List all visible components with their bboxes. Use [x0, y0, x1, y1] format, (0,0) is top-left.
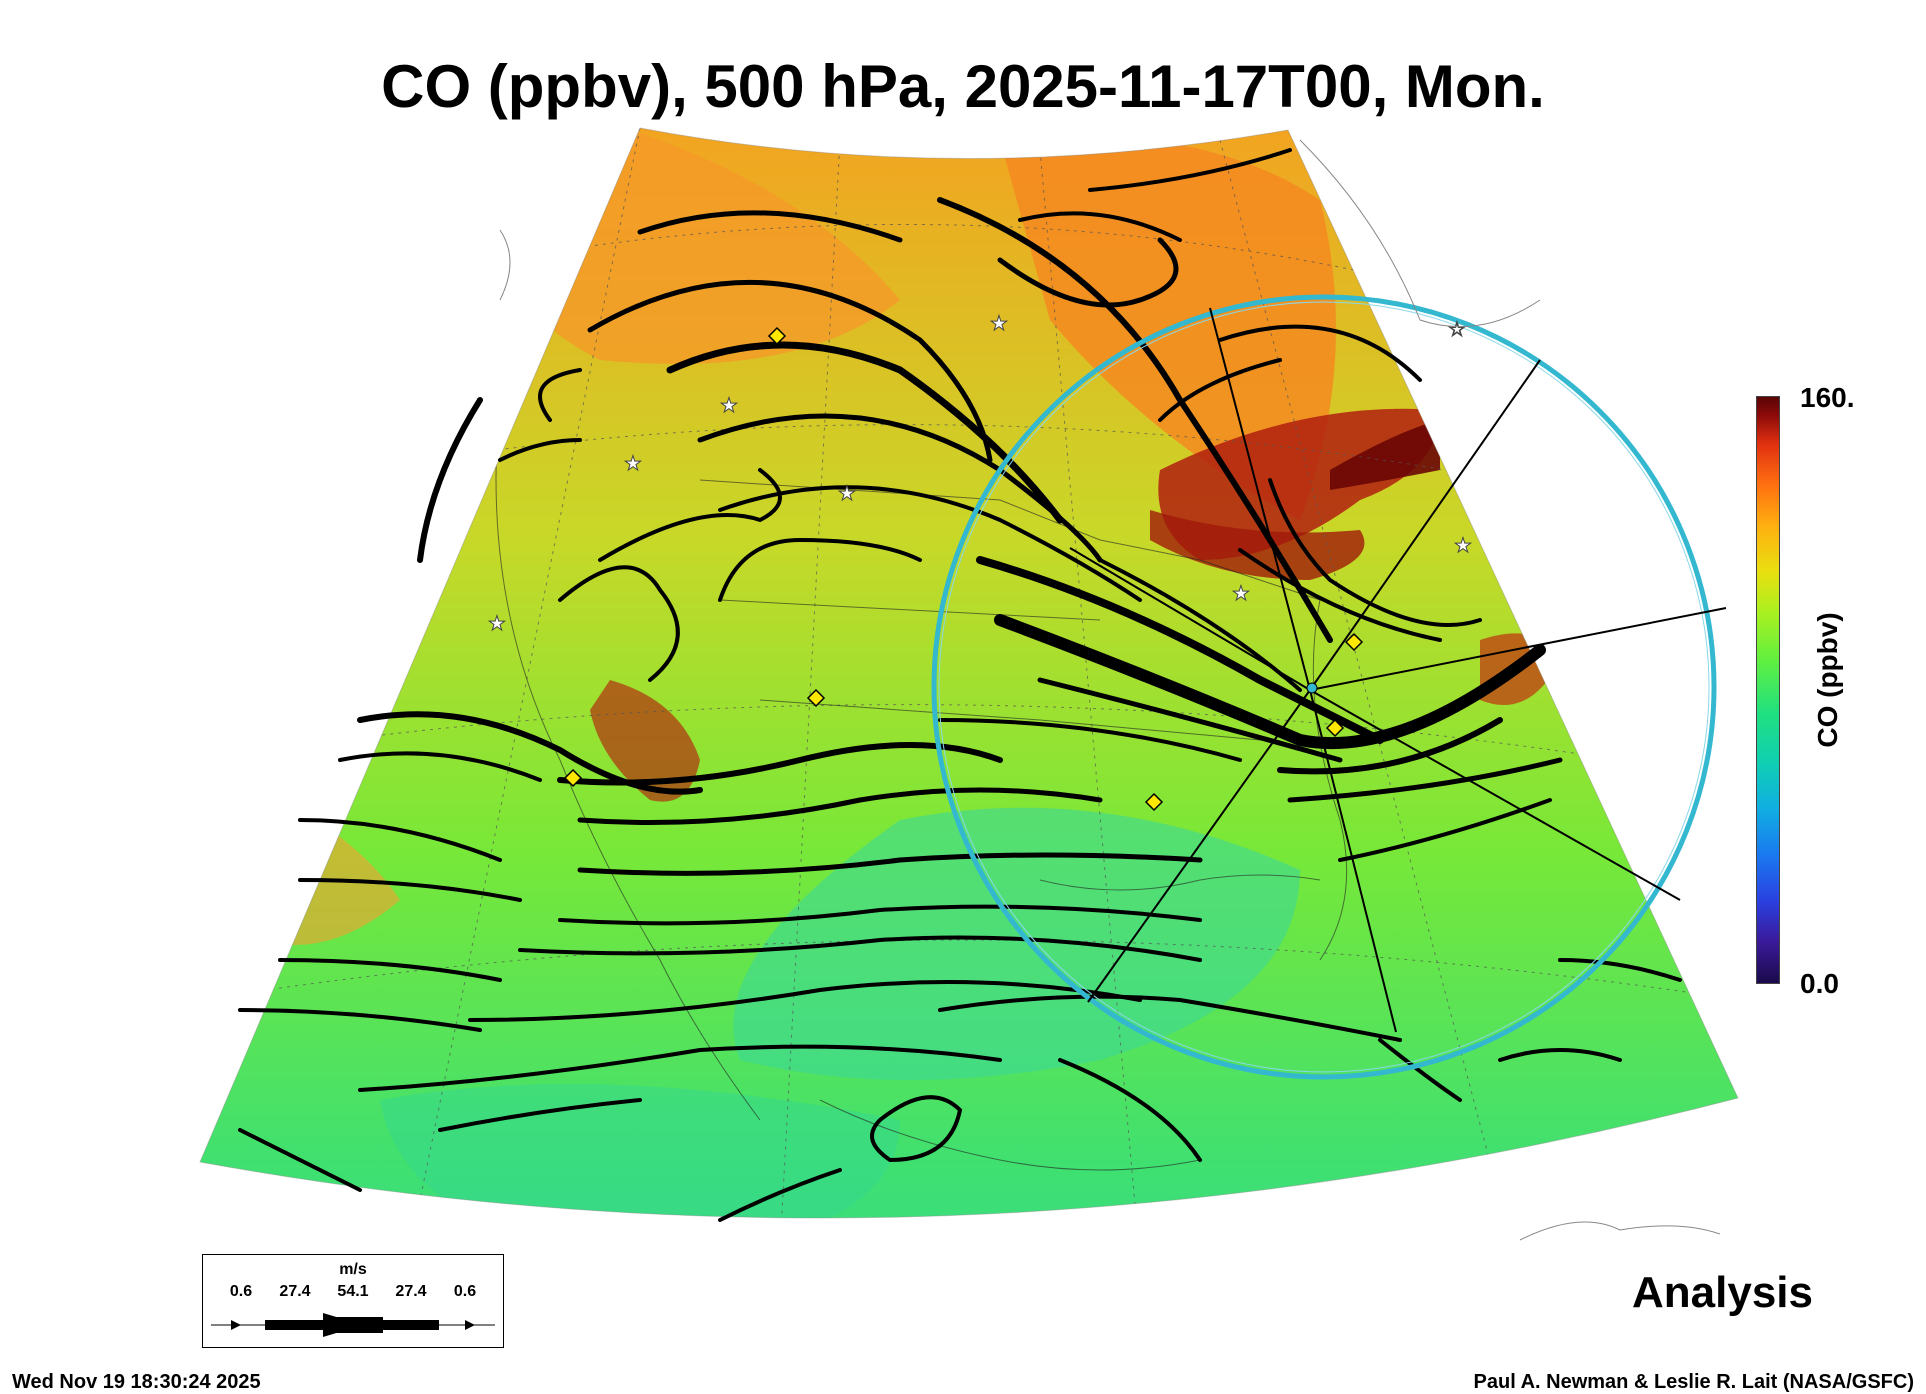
wind-streamlines	[238, 148, 1682, 1222]
radial-lines	[1069, 307, 1727, 1033]
star-marker: ★	[624, 451, 642, 475]
star-marker: ★	[990, 311, 1008, 335]
map-title: CO (ppbv), 500 hPa, 2025-11-17T00, Mon.	[381, 53, 1545, 120]
diamond-markers	[563, 326, 1364, 812]
diamond-marker	[767, 326, 787, 346]
wind-legend-arrow	[211, 1313, 495, 1337]
diamond-marker	[1144, 792, 1164, 812]
colorbar-max-label: 160.	[1800, 382, 1855, 413]
star-marker: ☆	[1448, 317, 1466, 341]
wind-legend-value: 27.4	[395, 1283, 427, 1300]
star-marker: ★	[1232, 581, 1250, 605]
co-field	[200, 128, 1738, 1219]
generation-timestamp: Wed Nov 19 18:30:24 2025	[12, 1371, 261, 1393]
diamond-marker	[563, 768, 583, 788]
diamond-marker	[806, 688, 826, 708]
colorbar-min-label: 0.0	[1800, 968, 1839, 999]
colorbar-title: CO (ppbv)	[1812, 612, 1843, 748]
star-marker: ★	[720, 393, 738, 417]
wind-legend-value: 54.1	[337, 1283, 369, 1300]
star-marker: ★	[1454, 533, 1472, 557]
wind-legend-value: 0.6	[453, 1283, 477, 1300]
star-marker: ★	[838, 481, 856, 505]
colorbar	[1756, 396, 1780, 984]
diamond-marker	[1325, 718, 1345, 738]
center-marker	[1306, 682, 1318, 694]
range-circle	[931, 294, 1717, 1080]
wind-legend-value: 0.6	[229, 1283, 253, 1300]
star-markers: ★ ★ ★ ★ ★ ★ ★ ☆	[488, 311, 1473, 636]
wind-legend-unit: m/s	[339, 1261, 367, 1278]
wind-legend-value: 27.4	[279, 1283, 311, 1300]
wind-legend: m/s 0.6 27.4 54.1 27.4 0.6	[202, 1254, 504, 1348]
analysis-label: Analysis	[1632, 1268, 1813, 1317]
author-credit: Paul A. Newman & Leslie R. Lait (NASA/GS…	[1473, 1371, 1914, 1393]
diamond-marker	[1344, 632, 1364, 652]
star-marker: ★	[488, 611, 506, 635]
